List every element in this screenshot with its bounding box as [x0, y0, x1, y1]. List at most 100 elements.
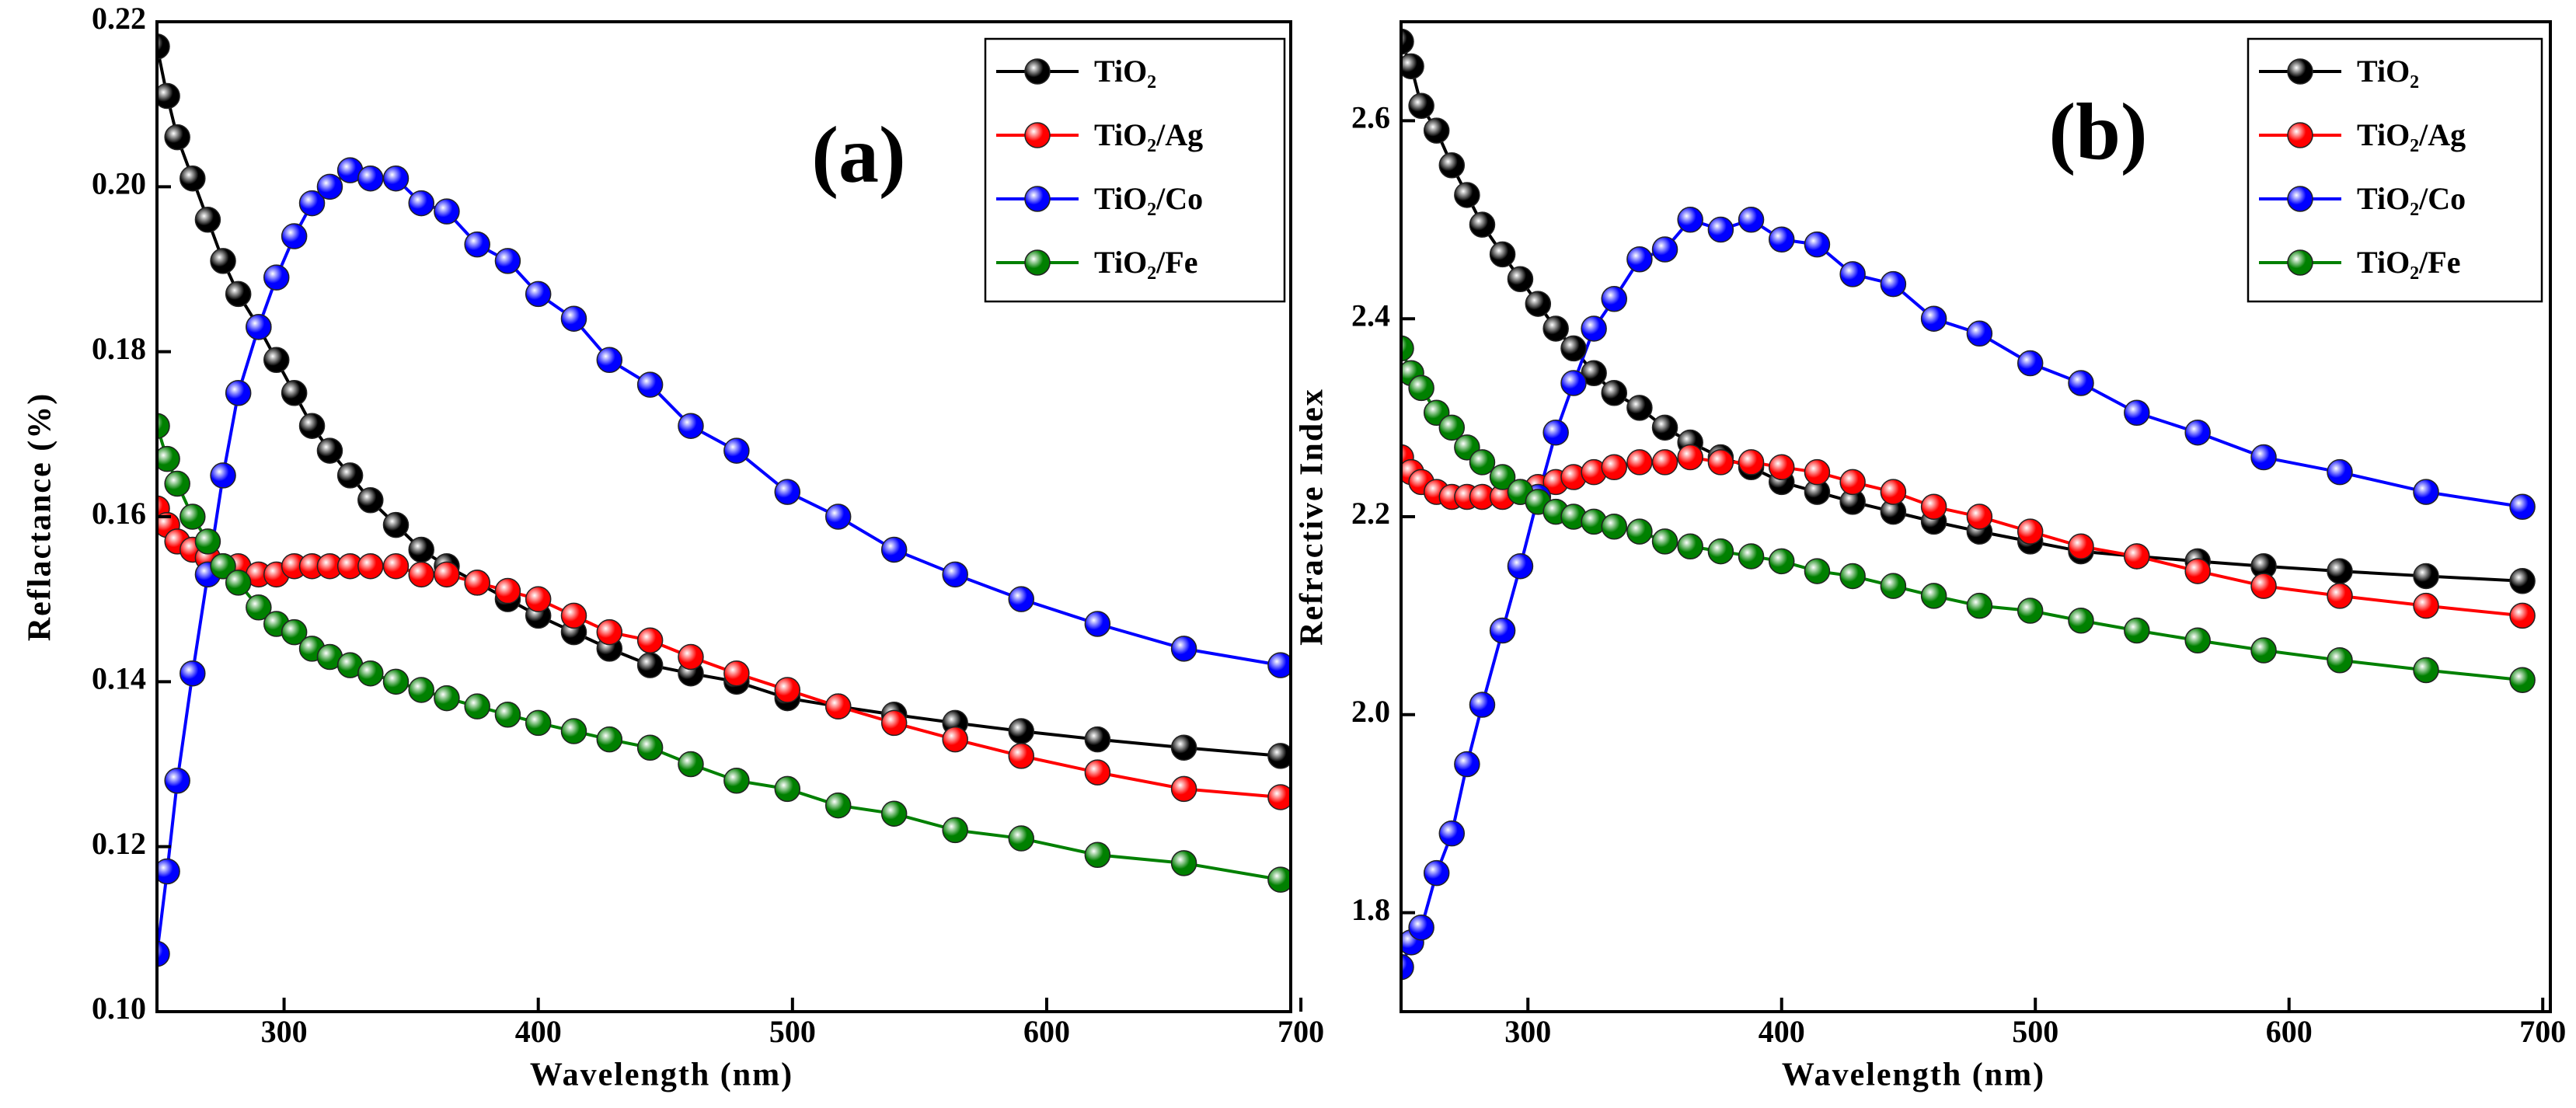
marker: [1677, 444, 1703, 471]
marker: [942, 561, 968, 588]
marker: [636, 734, 664, 761]
marker: [1738, 449, 1765, 476]
plot-area: [1401, 28, 2536, 981]
marker: [1084, 611, 1111, 637]
marker: [494, 248, 521, 274]
marker: [2250, 573, 2277, 599]
marker: [434, 198, 460, 225]
marker: [1084, 759, 1111, 786]
marker: [2509, 493, 2536, 521]
legend-label: TiO₂/Fe: [1094, 245, 1197, 280]
marker: [723, 437, 750, 464]
marker: [1768, 226, 1795, 253]
marker: [1423, 117, 1450, 144]
marker: [596, 726, 623, 753]
x-tick-label: 300: [1504, 1014, 1551, 1049]
legend-label: TiO₂/Ag: [2357, 117, 2466, 152]
marker: [560, 602, 587, 629]
x-tick-label: 500: [769, 1014, 816, 1049]
legend-label: TiO₂: [2357, 54, 2419, 89]
x-tick-label: 700: [1278, 1014, 1324, 1049]
y-tick-label: 0.10: [92, 991, 146, 1026]
x-axis-title: Wavelength (nm): [1782, 1057, 2045, 1093]
marker: [1267, 866, 1291, 893]
marker: [1489, 464, 1516, 490]
marker: [1839, 563, 1866, 590]
marker: [157, 940, 170, 967]
marker: [1008, 743, 1034, 769]
marker: [225, 280, 252, 308]
marker: [298, 413, 326, 439]
marker: [1880, 270, 1907, 298]
marker: [164, 767, 190, 794]
marker: [382, 552, 410, 580]
marker: [1401, 28, 1414, 55]
marker: [1469, 692, 1496, 718]
legend-label: TiO₂/Co: [2357, 181, 2466, 216]
x-tick-label: 600: [2266, 1014, 2313, 1049]
marker: [1438, 820, 1466, 847]
marker: [164, 470, 190, 497]
marker: [774, 677, 801, 703]
marker: [1601, 454, 1628, 481]
marker: [2413, 592, 2439, 619]
y-axis-title: Reflactance (%): [23, 392, 58, 641]
marker: [678, 643, 704, 671]
marker: [1267, 743, 1291, 769]
marker: [2509, 602, 2536, 629]
marker: [1601, 285, 1628, 312]
marker: [1507, 552, 1534, 580]
marker: [1768, 454, 1795, 481]
marker: [157, 445, 180, 472]
y-axis-title: Refractive Index: [1295, 388, 1330, 646]
marker: [2124, 543, 2150, 570]
x-tick-label: 300: [261, 1014, 308, 1049]
marker: [210, 552, 236, 580]
marker: [1601, 380, 1628, 406]
marker: [1707, 449, 1734, 476]
marker: [2124, 399, 2150, 426]
marker: [942, 726, 968, 753]
marker: [1454, 751, 1480, 778]
plot-area: [157, 33, 1291, 967]
marker: [1401, 953, 1414, 981]
marker: [2124, 617, 2150, 644]
marker: [560, 305, 587, 332]
marker: [263, 264, 290, 291]
marker: [194, 207, 221, 233]
marker: [382, 668, 410, 695]
marker: [180, 660, 206, 687]
marker: [1525, 291, 1552, 317]
marker: [1804, 458, 1831, 486]
marker: [408, 677, 434, 703]
marker: [1677, 207, 1703, 233]
legend-marker: [2287, 249, 2313, 276]
y-tick-label: 0.20: [92, 166, 146, 201]
x-tick-label: 700: [2519, 1014, 2566, 1049]
marker: [596, 347, 623, 374]
marker: [157, 33, 170, 60]
marker: [1677, 533, 1703, 559]
marker: [1084, 726, 1111, 753]
marker: [1507, 266, 1534, 292]
marker: [2327, 583, 2353, 609]
marker: [194, 528, 221, 555]
marker: [1267, 784, 1291, 810]
marker: [880, 800, 908, 827]
legend-marker: [2287, 58, 2313, 85]
marker: [1738, 543, 1765, 570]
marker: [408, 561, 434, 588]
y-tick-label: 2.0: [1351, 694, 1390, 729]
marker: [636, 652, 664, 678]
marker: [2017, 518, 2044, 545]
marker: [1966, 320, 1993, 347]
legend-marker: [2287, 122, 2313, 148]
marker: [157, 413, 170, 439]
marker: [464, 570, 490, 596]
x-tick-label: 400: [1759, 1014, 1805, 1049]
marker: [382, 165, 410, 192]
marker: [1920, 305, 1947, 332]
marker: [1966, 592, 1993, 619]
marker: [1170, 850, 1197, 876]
